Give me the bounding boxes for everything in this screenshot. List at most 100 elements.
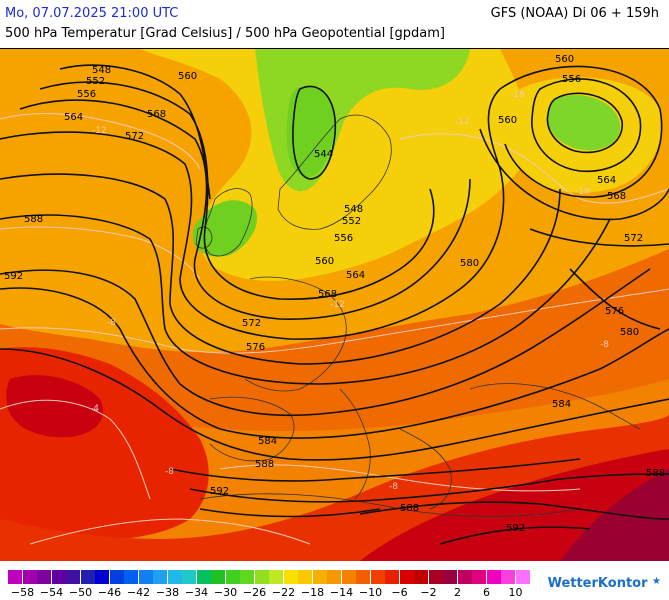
legend-swatch [80, 570, 95, 584]
contour-label: 588 [646, 468, 665, 479]
isotherm-lines [0, 113, 669, 545]
temp-zone-darkred-west [6, 375, 104, 438]
contour-label: 560 [315, 256, 334, 267]
legend-swatch [254, 570, 269, 584]
legend-swatch [414, 570, 428, 584]
legend-tick-label: −6 [391, 586, 408, 599]
isotherm-label: -12 [330, 300, 345, 310]
legend-swatch [66, 570, 80, 584]
contour-label: 560 [555, 54, 574, 65]
contour-label: 568 [607, 191, 626, 202]
legend-tick-label: −2 [420, 586, 437, 599]
legend-swatch [167, 570, 182, 584]
contour-line [169, 458, 581, 482]
contour-label: 556 [562, 74, 581, 85]
isotherm-label: -12 [92, 126, 107, 136]
contour-label: 552 [86, 76, 105, 87]
legend-swatch [37, 570, 51, 584]
legend-tick-label: 10 [508, 586, 523, 599]
contour-line [0, 214, 611, 385]
contour-label: 584 [552, 399, 571, 410]
legend-tick-label: −38 [155, 586, 180, 599]
isotherm-label: -12 [455, 117, 470, 127]
legend-swatch [95, 570, 109, 584]
contour-label: 572 [242, 318, 261, 329]
brand-star-icon: ★ [652, 576, 661, 587]
contour-label: 592 [210, 486, 229, 497]
contour-label: 560 [498, 115, 517, 126]
legend-swatch [428, 570, 443, 584]
contour-label: 568 [147, 109, 166, 120]
brand-logo: WetterKontor ★ [548, 576, 661, 591]
model-run: GFS (NOAA) Di 06 + 159h [490, 6, 659, 21]
legend-swatch [124, 570, 138, 584]
coastline-italy [339, 388, 371, 500]
legend-swatch [443, 570, 457, 584]
temp-zone-green-east [547, 95, 621, 151]
contour-label: 576 [246, 342, 265, 353]
contour-label: 548 [344, 204, 363, 215]
contour-line [19, 99, 471, 320]
contour-line [189, 473, 669, 503]
legend-swatch [312, 570, 327, 584]
contour-label: 592 [506, 523, 525, 534]
contour-line [0, 287, 669, 439]
contour-line [0, 348, 669, 461]
legend-tick-label: −10 [358, 586, 383, 599]
contour-label: 580 [620, 327, 639, 338]
contour-label: 588 [24, 214, 43, 225]
legend-swatch [22, 570, 37, 584]
contour-line [529, 228, 669, 247]
contour-line [59, 64, 211, 200]
coastline-balkans [399, 428, 452, 510]
weather-map: 548 552 556 564 572 560 568 588 592 544 … [0, 48, 669, 561]
coastline-scandinavia [277, 114, 392, 230]
isotherm-line [219, 464, 581, 492]
isotherm-label: -8 [389, 482, 398, 492]
legend-swatch [341, 570, 356, 584]
legend-tick-label: 2 [454, 586, 461, 599]
isotherm-label: -18 [575, 187, 590, 197]
legend-swatch [327, 570, 341, 584]
coastline-ireland [195, 226, 213, 249]
contour-label: 564 [346, 270, 365, 281]
legend-tick-label: −22 [271, 586, 296, 599]
legend-tick-label: −14 [329, 586, 354, 599]
isotherm-line [0, 113, 201, 170]
legend-tick-label: −50 [68, 586, 93, 599]
isotherm-line [29, 518, 311, 545]
isotherm-label: -18 [510, 90, 525, 100]
map-date: Mo, 07.07.2025 21:00 UTC [5, 6, 179, 21]
contour-line [531, 78, 642, 173]
temp-zone-green-core [286, 86, 336, 178]
legend-tick-label: −34 [184, 586, 209, 599]
temp-zone-maroon-southeast [560, 469, 669, 561]
legend-swatch [109, 570, 124, 584]
legend-swatch [138, 570, 153, 584]
legend-tick-label: −18 [300, 586, 325, 599]
coastline-iberia [209, 396, 295, 462]
isotherm-label: -4 [90, 404, 99, 414]
legend-swatch [240, 570, 254, 584]
legend-swatch [515, 570, 530, 584]
contour-label: 564 [64, 112, 83, 123]
contour-label: 588 [255, 459, 274, 470]
contour-label: 560 [178, 71, 197, 82]
legend-swatch [370, 570, 385, 584]
contour-line [0, 88, 505, 340]
contour-label: 564 [597, 175, 616, 186]
contour-line [0, 268, 651, 417]
legend-swatch [225, 570, 240, 584]
contour-label: 556 [77, 89, 96, 100]
contour-line [292, 85, 337, 180]
legend-swatch [457, 570, 472, 584]
contour-line [39, 81, 435, 301]
contour-label: 548 [92, 65, 111, 76]
temp-zone-orange-dark [0, 249, 669, 431]
legend-swatch [182, 570, 196, 584]
contour-label: 544 [314, 149, 333, 160]
legend-swatch [472, 570, 486, 584]
legend-swatch [51, 570, 66, 584]
coastline-west-europe [244, 276, 347, 392]
legend-swatch [211, 570, 225, 584]
